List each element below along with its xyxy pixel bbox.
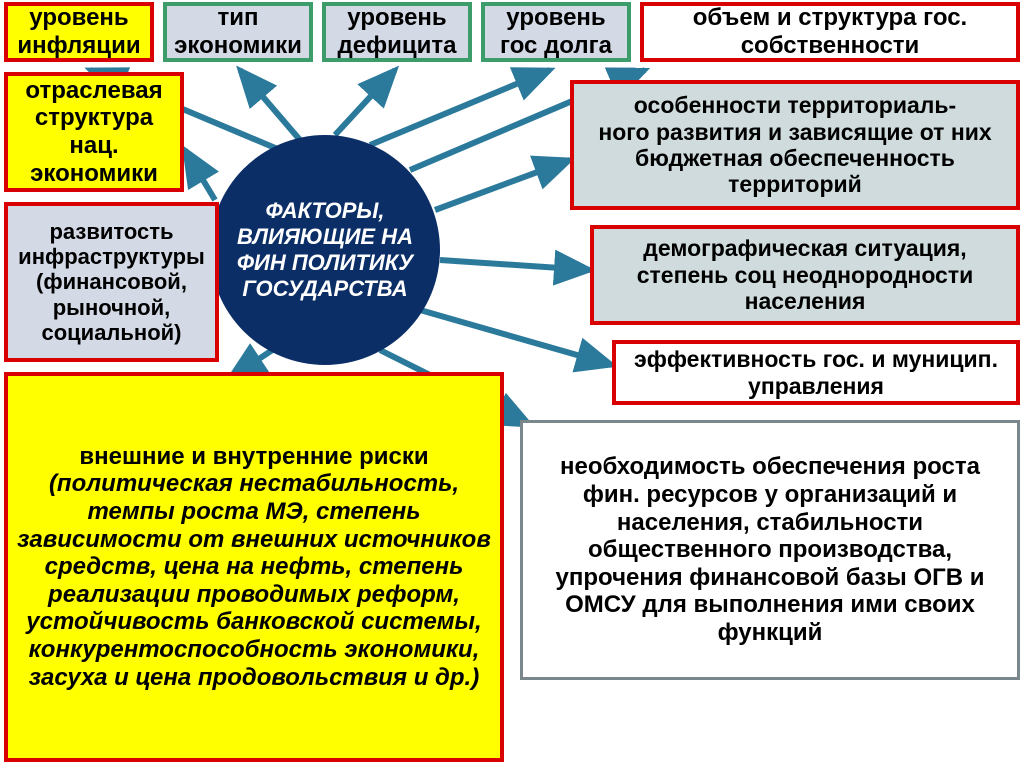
right-resources: необходимость обеспечения роста фин. рес… <box>520 420 1020 680</box>
left-sector-structure: отраслевая структура нац. экономики <box>4 72 184 192</box>
arrow <box>440 260 590 270</box>
top-econ-type-label: тип экономики <box>173 4 303 59</box>
right-territory-label: особенности территориаль- ного развития … <box>580 92 1010 198</box>
arrow <box>240 70 300 140</box>
left-risks-detail: (политическая нестабильность, темпы рост… <box>14 470 494 691</box>
top-inflation-label: уровень инфляции <box>14 4 144 59</box>
arrow <box>185 150 215 200</box>
top-property: объем и структура гос. собственности <box>640 2 1020 62</box>
arrow <box>370 70 550 145</box>
top-deficit: уровень дефицита <box>322 2 472 62</box>
left-sector-structure-label: отраслевая структура нац. экономики <box>14 77 174 187</box>
top-deficit-label: уровень дефицита <box>332 4 462 59</box>
top-debt-label: уровень гос долга <box>491 4 621 59</box>
right-gov-efficiency: эффективность гос. и муницип. управления <box>612 340 1020 405</box>
right-demography: демографическая ситуация, степень соц не… <box>590 225 1020 325</box>
top-debt: уровень гос долга <box>481 2 631 62</box>
arrow <box>335 70 395 135</box>
left-infra-label: развитость инфраструктуры (финансовой, р… <box>14 219 209 345</box>
right-demography-label: демографическая ситуация, степень соц не… <box>600 235 1010 314</box>
arrow <box>435 160 570 210</box>
center-node-label: ФАКТОРЫ, ВЛИЯЮЩИЕ НА ФИН ПОЛИТИКУ ГОСУДА… <box>230 198 420 302</box>
left-infra: развитость инфраструктуры (финансовой, р… <box>4 202 219 362</box>
arrow <box>420 310 612 365</box>
top-inflation: уровень инфляции <box>4 2 154 62</box>
left-risks: внешние и внутренние риски(политическая … <box>4 372 504 762</box>
right-territory: особенности территориаль- ного развития … <box>570 80 1020 210</box>
center-node: ФАКТОРЫ, ВЛИЯЮЩИЕ НА ФИН ПОЛИТИКУ ГОСУДА… <box>210 135 440 365</box>
top-property-label: объем и структура гос. собственности <box>650 4 1010 59</box>
right-resources-label: необходимость обеспечения роста фин. рес… <box>529 453 1011 646</box>
right-gov-efficiency-label: эффективность гос. и муницип. управления <box>622 346 1010 399</box>
top-econ-type: тип экономики <box>163 2 313 62</box>
left-risks-title: внешние и внутренние риски <box>14 443 494 471</box>
